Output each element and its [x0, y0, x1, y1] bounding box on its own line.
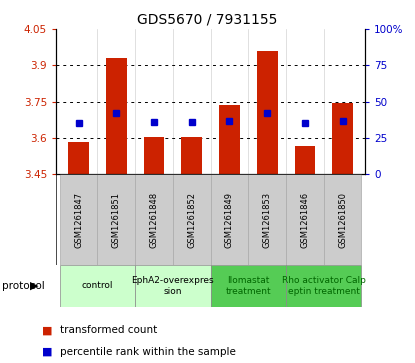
Text: ■: ■	[42, 347, 52, 357]
Text: GSM1261849: GSM1261849	[225, 192, 234, 248]
Bar	[60, 265, 135, 307]
Bar	[181, 137, 202, 174]
Text: GSM1261850: GSM1261850	[338, 192, 347, 248]
Bar	[295, 146, 315, 174]
Text: GSM1261852: GSM1261852	[187, 192, 196, 248]
Bar	[106, 58, 127, 174]
Text: percentile rank within the sample: percentile rank within the sample	[60, 347, 236, 357]
Bar	[286, 174, 324, 265]
Text: GSM1261846: GSM1261846	[300, 192, 309, 248]
Text: GSM1261851: GSM1261851	[112, 192, 121, 248]
Text: transformed count: transformed count	[60, 325, 157, 335]
Bar	[211, 265, 286, 307]
Text: Rho activator Calp
eptin treatment: Rho activator Calp eptin treatment	[282, 276, 366, 295]
Text: ▶: ▶	[30, 281, 38, 291]
Bar	[286, 265, 361, 307]
Bar	[144, 137, 164, 174]
Text: GDS5670 / 7931155: GDS5670 / 7931155	[137, 13, 278, 27]
Bar	[324, 174, 361, 265]
Bar	[60, 174, 98, 265]
Text: GSM1261848: GSM1261848	[149, 192, 159, 248]
Bar	[332, 103, 353, 174]
Bar	[173, 174, 211, 265]
Bar	[98, 174, 135, 265]
Bar	[211, 174, 248, 265]
Bar	[257, 51, 278, 174]
Text: control: control	[82, 281, 113, 290]
Bar	[219, 105, 240, 174]
Text: GSM1261847: GSM1261847	[74, 192, 83, 248]
Text: ■: ■	[42, 325, 52, 335]
Bar	[248, 174, 286, 265]
Bar	[68, 142, 89, 174]
Text: GSM1261853: GSM1261853	[263, 192, 272, 248]
Text: Ilomastat
treatment: Ilomastat treatment	[225, 276, 271, 295]
Bar	[135, 265, 210, 307]
Text: protocol: protocol	[2, 281, 45, 291]
Bar	[135, 174, 173, 265]
Text: EphA2-overexpres
sion: EphA2-overexpres sion	[132, 276, 214, 295]
